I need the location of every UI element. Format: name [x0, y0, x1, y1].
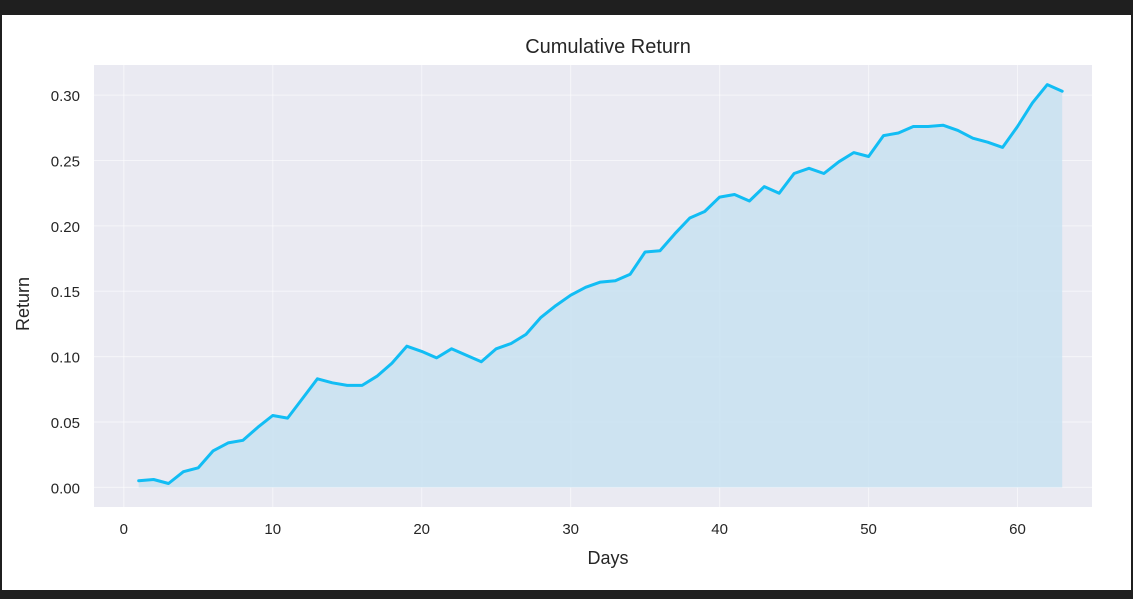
x-tick-label: 30 [562, 521, 579, 538]
x-tick-label: 40 [711, 521, 728, 538]
y-tick-label: 0.00 [51, 480, 80, 497]
x-tick-label: 60 [1009, 521, 1026, 538]
y-tick-label: 0.10 [51, 350, 80, 367]
return-area-fill [138, 84, 1063, 488]
x-tick-label: 50 [860, 521, 877, 538]
return-series-line [137, 83, 1064, 485]
x-tick-label: 0 [120, 521, 128, 538]
chart-title: Cumulative Return [525, 36, 691, 58]
x-tick-label: 10 [264, 521, 281, 538]
y-tick-label: 0.05 [51, 415, 80, 432]
cumulative-return-chart: Cumulative Return 0.000.050.100.150.200.… [13, 36, 1092, 568]
y-tick-label: 0.20 [51, 219, 80, 236]
y-axis-label: Return [13, 277, 33, 331]
y-tick-labels: 0.00 0.05 0.10 0.15 0.20 0.25 0.30 [51, 88, 80, 497]
y-tick-label: 0.25 [51, 153, 80, 170]
y-tick-label: 0.30 [51, 88, 80, 105]
y-tick-label: 0.15 [51, 284, 80, 301]
x-tick-labels: 0 10 20 30 40 50 60 [120, 521, 1026, 538]
x-tick-label: 20 [413, 521, 430, 538]
chart-figure: Cumulative Return 0.00 0.05 0.10 0.15 0.20 0.… [0, 15, 1133, 590]
x-axis-label: Days [587, 548, 628, 568]
